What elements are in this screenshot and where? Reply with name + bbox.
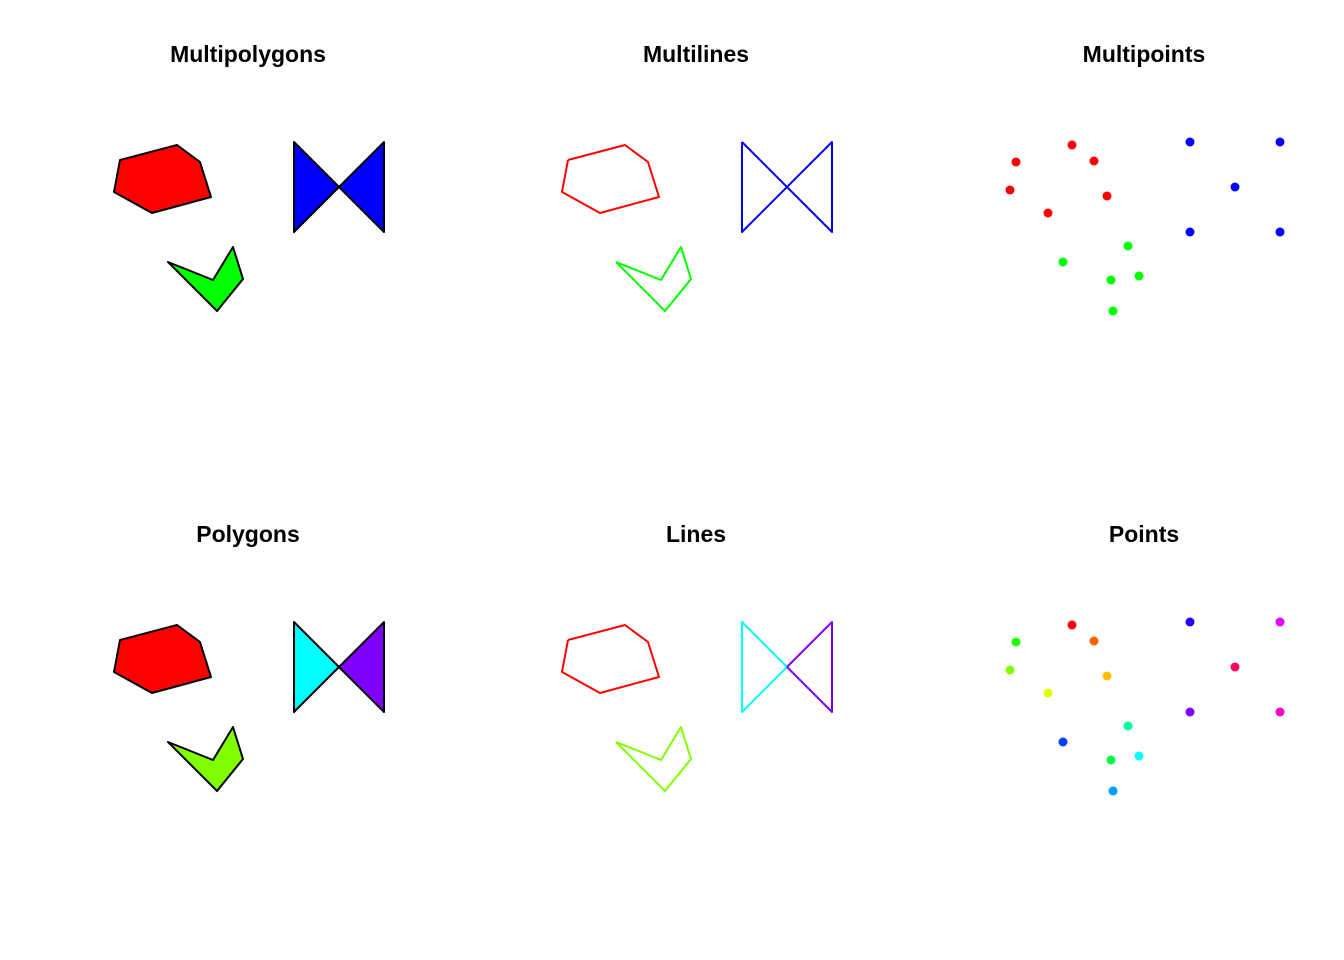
point [1109, 307, 1118, 316]
point [1231, 183, 1240, 192]
points-group [1006, 618, 1285, 796]
point [1186, 228, 1195, 237]
bowtie-left-line [742, 622, 787, 712]
hexagon-line [562, 625, 659, 693]
point [1124, 722, 1133, 731]
bowtie-left-polygon [294, 142, 339, 232]
point [1124, 242, 1133, 251]
panel-title: Multilines [643, 41, 749, 67]
point [1107, 756, 1116, 765]
chevron-polygon [168, 247, 243, 311]
point [1059, 258, 1068, 267]
panel-lines: Lines [562, 521, 832, 791]
panel-title: Multipoints [1083, 41, 1206, 67]
panel-title: Multipolygons [170, 41, 326, 67]
panel-title: Points [1109, 521, 1179, 547]
point [1103, 672, 1112, 681]
bowtie-right-polygon [339, 622, 384, 712]
point [1107, 276, 1116, 285]
point [1012, 638, 1021, 647]
point [1135, 752, 1144, 761]
red-points [1006, 141, 1112, 218]
panel-title: Polygons [196, 521, 300, 547]
point [1109, 787, 1118, 796]
bowtie-line [742, 142, 832, 232]
point [1103, 192, 1112, 201]
panel-multilines: Multilines [562, 41, 832, 311]
point [1231, 663, 1240, 672]
bowtie-left-polygon [294, 622, 339, 712]
point [1059, 738, 1068, 747]
bowtie-right-polygon [339, 142, 384, 232]
hexagon-polygon [114, 625, 211, 693]
point [1090, 157, 1099, 166]
chevron-line [616, 727, 691, 791]
point [1186, 618, 1195, 627]
point [1276, 228, 1285, 237]
point [1276, 618, 1285, 627]
panel-title: Lines [666, 521, 726, 547]
point [1044, 689, 1053, 698]
point [1012, 158, 1021, 167]
panel-polygons: Polygons [114, 521, 384, 791]
hexagon-polygon [114, 145, 211, 213]
blue-points [1186, 138, 1285, 237]
chevron-line [616, 247, 691, 311]
point [1135, 272, 1144, 281]
point [1068, 141, 1077, 150]
point [1276, 138, 1285, 147]
point [1276, 708, 1285, 717]
point [1006, 186, 1015, 195]
point [1186, 138, 1195, 147]
panel-multipoints: Multipoints [1006, 41, 1285, 316]
point [1044, 209, 1053, 218]
panel-multipolygons: Multipolygons [114, 41, 384, 311]
chevron-polygon [168, 727, 243, 791]
point [1186, 708, 1195, 717]
green-points [1059, 242, 1144, 316]
bowtie-right-line [787, 622, 832, 712]
hexagon-line [562, 145, 659, 213]
point [1090, 637, 1099, 646]
point [1068, 621, 1077, 630]
panel-points: Points [1006, 521, 1285, 796]
point [1006, 666, 1015, 675]
